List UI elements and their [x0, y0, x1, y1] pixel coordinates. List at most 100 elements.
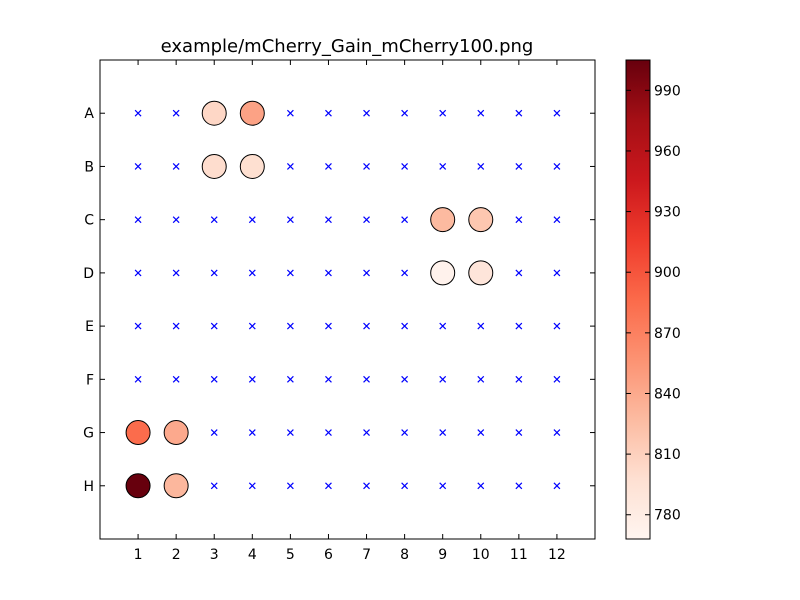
marker-stroke — [172, 163, 180, 170]
empty-well-marker — [325, 482, 332, 490]
data-point — [239, 100, 265, 126]
empty-well-marker — [286, 375, 294, 383]
marker-stroke — [134, 269, 142, 277]
empty-well-marker — [401, 109, 409, 117]
colorbar-tick-label: 900 — [654, 265, 681, 281]
empty-well-marker — [515, 269, 523, 277]
empty-well-marker — [515, 322, 523, 330]
marker-stroke — [210, 322, 218, 330]
marker-stroke — [325, 482, 332, 490]
marker-stroke — [325, 163, 332, 170]
empty-well-marker — [134, 109, 142, 117]
empty-well-marker — [134, 375, 142, 383]
empty-well-marker — [401, 216, 409, 224]
marker-stroke — [439, 375, 447, 383]
empty-well-marker — [439, 163, 447, 170]
marker-stroke — [325, 216, 332, 224]
empty-well-marker — [325, 429, 332, 436]
marker-stroke — [363, 322, 370, 330]
marker-stroke — [363, 482, 370, 490]
empty-well-marker — [363, 269, 370, 277]
empty-well-marker — [286, 482, 294, 490]
y-tick-label: D — [83, 266, 94, 282]
empty-well-marker — [286, 429, 294, 436]
marker-stroke — [210, 482, 218, 490]
empty-well-marker — [553, 269, 561, 277]
marker-stroke — [439, 322, 447, 330]
empty-well-marker — [325, 216, 332, 224]
marker-stroke — [210, 216, 218, 224]
marker-stroke — [439, 109, 447, 117]
empty-well-marker — [401, 429, 409, 436]
marker-stroke — [248, 269, 256, 277]
empty-well-marker — [363, 375, 370, 383]
data-point — [201, 100, 227, 126]
empty-well-marker — [210, 216, 218, 224]
marker-stroke — [477, 109, 485, 117]
empty-well-marker — [248, 375, 256, 383]
x-tick-label: 11 — [510, 547, 528, 563]
marker-stroke — [363, 109, 370, 117]
plot-frame — [99, 59, 596, 540]
marker-stroke — [401, 269, 409, 277]
empty-well-marker — [363, 163, 370, 170]
colorbar: 780 810 840 870 900 930 960 990 — [625, 59, 681, 540]
empty-well-marker — [210, 375, 218, 383]
empty-well-marker — [134, 269, 142, 277]
x-tick-label: 1 — [134, 547, 143, 563]
empty-well-marker — [325, 163, 332, 170]
marker-stroke — [477, 163, 485, 170]
empty-well-marker — [477, 429, 485, 436]
empty-well-marker — [477, 322, 485, 330]
x-tick-label: 2 — [172, 547, 181, 563]
marker-stroke — [134, 216, 142, 224]
marker-stroke — [363, 269, 370, 277]
empty-well-marker — [325, 322, 332, 330]
empty-well-marker — [477, 109, 485, 117]
data-point — [468, 207, 494, 233]
data-point — [468, 260, 494, 286]
x-tick-label: 4 — [248, 547, 257, 563]
empty-well-marker — [553, 163, 561, 170]
marker-stroke — [210, 429, 218, 436]
empty-well-marker — [363, 109, 370, 117]
empty-well-marker — [553, 429, 561, 436]
empty-well-marker — [172, 109, 180, 117]
empty-well-marker — [286, 269, 294, 277]
marker-stroke — [515, 163, 523, 170]
marker-stroke — [134, 163, 142, 170]
marker-stroke — [515, 109, 523, 117]
marker-stroke — [286, 269, 294, 277]
marker-stroke — [325, 375, 332, 383]
empty-well-marker — [363, 429, 370, 436]
marker-stroke — [439, 429, 447, 436]
marker-stroke — [477, 482, 485, 490]
marker-stroke — [248, 322, 256, 330]
marker-stroke — [553, 109, 561, 117]
empty-well-marker — [515, 429, 523, 436]
colorbar-tick-label: 960 — [654, 144, 681, 160]
empty-well-marker — [401, 163, 409, 170]
empty-well-marker — [172, 163, 180, 170]
empty-well-marker — [325, 109, 332, 117]
marker-stroke — [172, 216, 180, 224]
marker-stroke — [401, 482, 409, 490]
x-tick-label: 8 — [400, 547, 409, 563]
empty-well-marker — [210, 482, 218, 490]
marker-stroke — [477, 429, 485, 436]
marker-stroke — [286, 109, 294, 117]
empty-well-marker — [477, 163, 485, 170]
empty-well-marker — [515, 109, 523, 117]
empty-well-marker — [172, 375, 180, 383]
colorbar-tick-label: 840 — [654, 386, 681, 402]
colorbar-tick-label: 930 — [654, 205, 681, 221]
x-tick-label: 6 — [324, 547, 333, 563]
marker-stroke — [515, 429, 523, 436]
colorbar-tick-label: 870 — [654, 326, 681, 342]
empty-well-marker — [439, 375, 447, 383]
marker-stroke — [553, 163, 561, 170]
empty-well-marker — [553, 482, 561, 490]
marker-stroke — [210, 269, 218, 277]
